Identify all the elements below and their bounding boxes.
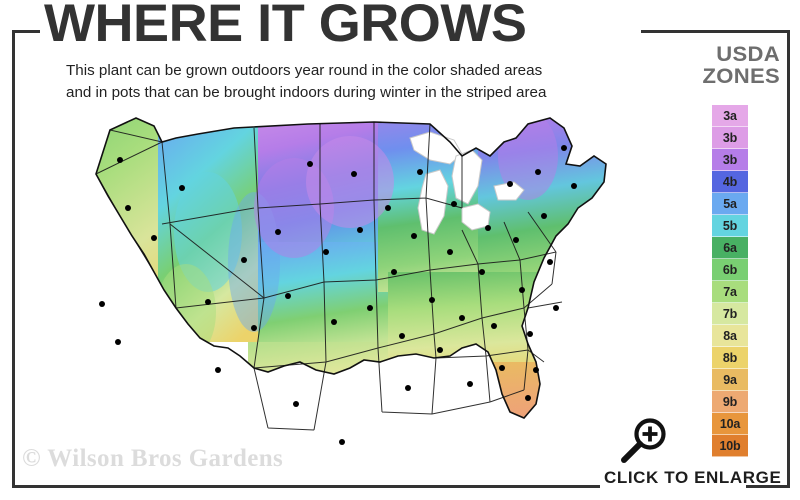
state-boundaries <box>95 122 563 431</box>
subtitle-line-2: and in pots that can be brought indoors … <box>66 84 547 101</box>
legend-swatch-9a-12: 9a <box>712 369 748 391</box>
watermark: © Wilson Bros Gardens <box>22 445 284 472</box>
legend-swatch-8a-10: 8a <box>712 325 748 347</box>
frame-bottom-left <box>12 485 600 488</box>
legend-swatch-3b-2: 3b <box>712 149 748 171</box>
frame-right-edge <box>787 30 790 488</box>
legend-heading-line-2: ZONES <box>702 65 780 88</box>
frame-top-right <box>641 30 790 33</box>
country-outline <box>95 117 607 419</box>
subtitle-text: This plant can be grown outdoors year ro… <box>66 60 626 104</box>
magnifier-plus-icon[interactable] <box>617 417 671 467</box>
frame-top-left <box>12 30 40 33</box>
city-markers <box>99 145 577 445</box>
legend-heading-line-1: USDA <box>716 43 780 66</box>
legend-swatch-7b-9: 7b <box>712 303 748 325</box>
legend-swatch-6a-6: 6a <box>712 237 748 259</box>
legend-swatch-3b-1: 3b <box>712 127 748 149</box>
usda-zone-legend: 3a 3b 3b 4b 5a 5b 6a 6b 7a 7b 8a 8b 9a 9b 10a 10b <box>712 105 748 457</box>
great-lakes <box>409 131 525 235</box>
legend-swatch-9b-13: 9b <box>712 391 748 413</box>
click-to-enlarge-label[interactable]: CLICK TO ENLARGE <box>604 468 782 487</box>
legend-swatch-5b-5: 5b <box>712 215 748 237</box>
legend-swatch-10b-15: 10b <box>712 435 748 457</box>
legend-heading: USDA ZONES <box>660 44 780 88</box>
legend-swatch-5a-4: 5a <box>712 193 748 215</box>
subtitle-line-1: This plant can be grown outdoors year ro… <box>66 62 543 79</box>
legend-swatch-8b-11: 8b <box>712 347 748 369</box>
legend-swatch-10a-14: 10a <box>712 413 748 435</box>
legend-swatch-4b-3: 4b <box>712 171 748 193</box>
legend-swatch-7a-8: 7a <box>712 281 748 303</box>
legend-swatch-3a-0: 3a <box>712 105 748 127</box>
frame-left-edge <box>12 30 15 488</box>
hardiness-zone-map[interactable] <box>58 112 648 472</box>
page-title: WHERE IT GROWS <box>44 0 527 53</box>
legend-swatch-6b-7: 6b <box>712 259 748 281</box>
frame-bottom-right <box>746 485 790 488</box>
